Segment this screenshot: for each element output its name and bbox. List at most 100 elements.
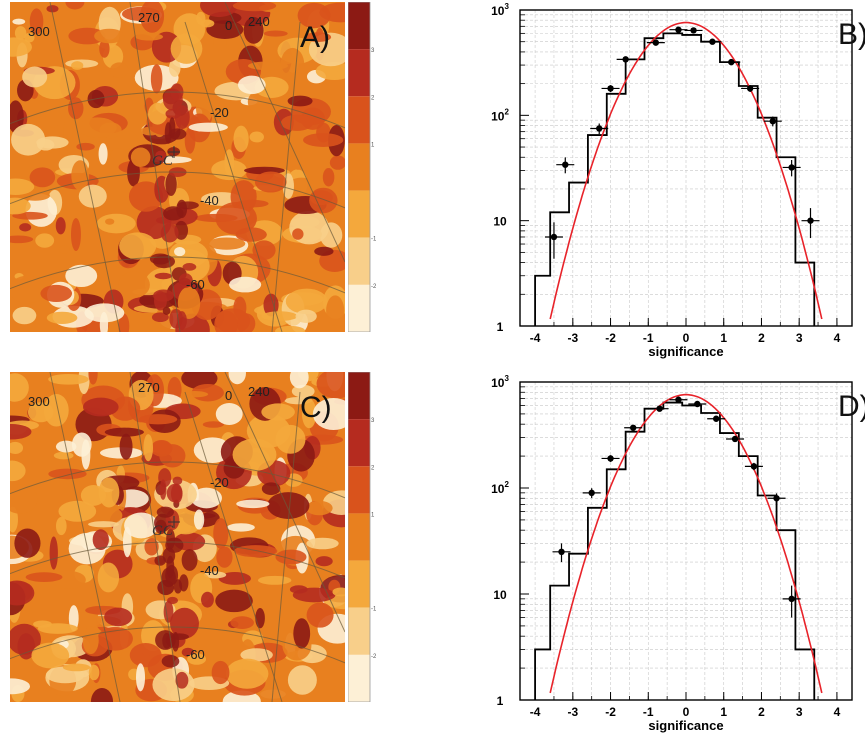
map-texture-patch <box>289 372 309 389</box>
map-texture-patch <box>138 414 178 425</box>
map-texture-patch <box>297 2 331 29</box>
map-texture-patch <box>14 26 27 40</box>
map-texture-patch <box>58 245 70 254</box>
map-texture-patch <box>326 295 345 326</box>
map-texture-patch <box>306 537 339 550</box>
map-texture-patch <box>199 2 239 18</box>
map-texture-patch <box>170 633 189 640</box>
map-texture-patch <box>225 658 269 689</box>
map-texture-patch <box>37 623 78 634</box>
map-texture-patch <box>155 630 176 650</box>
y-tick-label: 102 <box>491 107 509 123</box>
map-texture-patch <box>275 325 306 332</box>
map-texture-patch <box>165 564 179 586</box>
map-texture-patch <box>10 441 24 455</box>
map-texture-patch <box>177 286 201 320</box>
map-texture-patch <box>82 626 99 655</box>
data-point <box>652 39 660 46</box>
map-texture-patch <box>215 202 257 235</box>
map-texture-patch <box>174 247 186 257</box>
longitude-line <box>129 372 181 702</box>
map-texture-patch <box>25 572 63 582</box>
map-texture-patch <box>175 671 189 689</box>
map-texture-patch <box>22 66 48 88</box>
colorbar-segment <box>348 419 370 467</box>
map-texture-patch <box>71 61 84 70</box>
latitude-label: -20 <box>210 105 229 120</box>
map-texture-patch <box>12 18 26 25</box>
map-texture-patch <box>315 62 345 81</box>
map-texture-patch <box>97 562 120 593</box>
x-tick-label: -3 <box>567 331 578 345</box>
map-texture-patch <box>322 167 335 187</box>
map-texture-patch <box>92 529 109 550</box>
map-texture-patch <box>201 591 214 608</box>
sky-map-c-canvas: 300 270 0 240 -20 -40 -60 GC C) <box>10 372 345 702</box>
y-tick-label: 103 <box>491 374 509 390</box>
data-point <box>788 595 795 603</box>
map-texture-patch <box>65 2 85 10</box>
map-texture-patch <box>20 190 51 201</box>
x-tick-label: 1 <box>720 331 727 345</box>
map-texture-patch <box>216 546 233 568</box>
map-texture-patch <box>161 655 180 668</box>
map-texture-patch <box>68 605 79 632</box>
data-point <box>588 489 595 497</box>
longitude-line <box>184 391 283 702</box>
histogram-steps <box>534 32 816 326</box>
data-point <box>769 117 776 125</box>
map-texture-patch <box>261 403 295 421</box>
map-texture-patch <box>168 117 176 138</box>
map-texture-patch <box>285 288 328 315</box>
map-texture-patch <box>187 653 206 665</box>
map-texture-patch <box>98 507 123 524</box>
colorbar-tick-label: -1 <box>371 607 376 613</box>
data-point <box>788 164 795 171</box>
map-texture-patch <box>234 545 278 558</box>
map-texture-patch <box>148 102 168 125</box>
longitude-label: 300 <box>28 24 50 39</box>
map-texture-patch <box>78 184 107 208</box>
map-texture-patch <box>94 28 125 44</box>
map-texture-patch <box>160 223 179 243</box>
latitude-label: -60 <box>186 647 205 662</box>
colorbar-segment <box>348 284 370 332</box>
map-texture-patch <box>152 668 195 702</box>
map-texture-patch <box>305 500 333 516</box>
longitude-line <box>49 2 121 332</box>
x-tick-label: 3 <box>796 705 803 719</box>
map-texture-patch <box>48 373 89 385</box>
map-texture-patch <box>48 468 87 480</box>
colorbar-tick-label: 3 <box>371 418 375 424</box>
data-point <box>807 217 814 224</box>
data-point <box>675 26 682 33</box>
histogram-b-plot: -4 -3 -2 -1 0 1 2 3 4 1 10 102 103 significance B) <box>491 2 865 359</box>
map-texture-patch <box>215 403 243 425</box>
map-texture-patch <box>247 61 289 71</box>
y-tick-label: 102 <box>491 480 509 496</box>
map-texture-patch <box>213 518 229 549</box>
map-texture-patch <box>151 312 169 323</box>
x-tick-label: -4 <box>530 705 541 719</box>
map-texture-patch <box>255 608 265 629</box>
panel-label: C) <box>300 391 332 424</box>
latitude-line <box>10 91 345 129</box>
longitude-label: 270 <box>138 10 160 25</box>
map-texture-patch <box>243 16 264 44</box>
colorbar-tick-label: 1 <box>371 142 375 148</box>
data-point <box>675 396 682 403</box>
map-texture-patch <box>154 272 172 280</box>
map-texture-patch <box>19 223 32 232</box>
map-texture-patch <box>162 547 176 564</box>
map-texture-patch <box>135 33 164 41</box>
sky-map-c: 300 270 0 240 -20 -40 -60 GC C) <box>10 372 345 702</box>
map-texture-patch <box>218 572 251 585</box>
data-point <box>709 38 716 45</box>
latitude-line <box>10 626 345 664</box>
map-texture-patch <box>174 105 190 129</box>
data-point <box>731 435 739 443</box>
longitude-label: 0 <box>225 18 232 33</box>
map-texture-patch <box>165 172 177 196</box>
histogram-b: -4 -3 -2 -1 0 1 2 3 4 1 10 102 103 significance B) <box>468 0 865 366</box>
map-texture-patch <box>124 512 159 539</box>
